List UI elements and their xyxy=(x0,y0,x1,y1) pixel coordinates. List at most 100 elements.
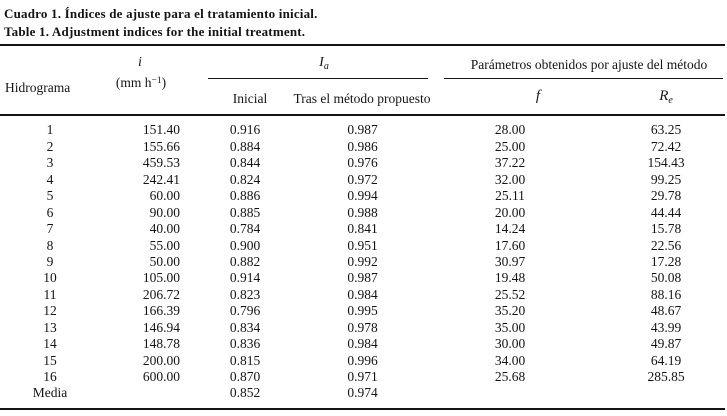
cell-ia-inicial: 0.882 xyxy=(229,253,261,269)
cell-ia-inicial: 0.900 xyxy=(229,237,261,253)
table-body: 1 151.40 0.916 0.987 28.00 63.25 2 155.6… xyxy=(0,122,727,401)
cell-intensity: 155.66 xyxy=(142,138,180,154)
column-header-re: Re xyxy=(659,88,673,106)
cell-hidrograma: 9 xyxy=(46,253,54,269)
cell-ia-tras: 0.971 xyxy=(347,369,378,385)
cell-ia-inicial: 0.824 xyxy=(229,171,261,187)
cell-re: 72.42 xyxy=(650,138,682,154)
cell-ia-inicial: 0.796 xyxy=(229,303,261,319)
cell-hidrograma: 2 xyxy=(46,138,54,154)
cell-ia-tras: 0.994 xyxy=(347,188,378,204)
cell-re: 63.25 xyxy=(650,122,682,138)
cell-intensity: 40.00 xyxy=(149,221,180,237)
table-row: 14 148.78 0.836 0.984 30.00 49.87 xyxy=(0,336,727,352)
cell-hidrograma: 7 xyxy=(46,221,54,237)
cell-ia-inicial: 0.815 xyxy=(229,352,261,368)
cell-f: 25.68 xyxy=(494,369,526,385)
cell-ia-tras: 0.988 xyxy=(347,204,378,220)
column-header-inicial: Inicial xyxy=(232,91,268,106)
cell-ia-tras: 0.972 xyxy=(347,171,378,187)
cell-ia-tras: 0.984 xyxy=(347,286,378,302)
table-row: 15 200.00 0.815 0.996 34.00 64.19 xyxy=(0,352,727,368)
table-caption-spanish: Cuadro 1. Índices de ajuste para el trat… xyxy=(4,6,318,21)
cell-intensity: 55.00 xyxy=(149,237,180,253)
cell-ia-inicial: 0.852 xyxy=(229,385,261,401)
cell-f: 35.00 xyxy=(494,319,526,335)
cell-f: 25.11 xyxy=(495,188,525,204)
cell-re: 50.08 xyxy=(650,270,682,286)
ia-symbol: I xyxy=(319,55,324,70)
table-row: 3 459.53 0.844 0.976 37.22 154.43 xyxy=(0,155,727,171)
cell-hidrograma: 1 xyxy=(46,122,54,138)
table-row: 11 206.72 0.823 0.984 25.52 88.16 xyxy=(0,286,727,302)
cell-intensity: 50.00 xyxy=(149,253,180,269)
cell-ia-tras: 0.996 xyxy=(347,352,378,368)
cell-f xyxy=(415,385,605,401)
cell-re: 48.67 xyxy=(650,303,682,319)
unit-close: ) xyxy=(161,75,167,90)
table-row: 4 242.41 0.824 0.972 32.00 99.25 xyxy=(0,171,727,187)
cell-intensity: 600.00 xyxy=(142,369,180,385)
cell-ia-inicial: 0.916 xyxy=(229,122,261,138)
cell-hidrograma: 15 xyxy=(43,352,57,368)
cell-hidrograma: 12 xyxy=(43,303,57,319)
group-header-ia: Ia xyxy=(319,55,329,72)
cell-ia-inicial: 0.836 xyxy=(229,336,261,352)
cell-ia-inicial: 0.844 xyxy=(229,155,261,171)
group-header-parametros: Parámetros obtenidos por ajuste del méto… xyxy=(470,57,708,72)
ia-subscript: a xyxy=(323,61,329,72)
cell-re: 285.85 xyxy=(647,369,685,385)
cell-intensity: 148.78 xyxy=(142,336,180,352)
re-subscript: e xyxy=(668,95,673,106)
table-row: 2 155.66 0.884 0.986 25.00 72.42 xyxy=(0,138,727,154)
cell-f: 37.22 xyxy=(494,155,526,171)
table-row: 5 60.00 0.886 0.994 25.11 29.78 xyxy=(0,188,727,204)
cell-ia-tras: 0.974 xyxy=(347,385,378,401)
cell-intensity: 151.40 xyxy=(142,122,180,138)
cell-hidrograma: 4 xyxy=(46,171,54,187)
cell-re: 17.28 xyxy=(650,253,682,269)
cell-ia-tras: 0.841 xyxy=(347,221,378,237)
cell-ia-inicial: 0.834 xyxy=(229,319,261,335)
cell-f: 28.00 xyxy=(494,122,526,138)
header-bottom-rule xyxy=(0,114,725,116)
cell-intensity xyxy=(100,385,180,401)
cell-f: 30.00 xyxy=(494,336,526,352)
cell-f: 34.00 xyxy=(494,352,526,368)
cell-ia-tras: 0.984 xyxy=(347,336,378,352)
cell-re: 43.99 xyxy=(650,319,682,335)
cell-hidrograma: 6 xyxy=(46,204,54,220)
cell-intensity: 242.41 xyxy=(142,171,180,187)
table-bottom-rule xyxy=(0,408,725,410)
cell-f: 25.00 xyxy=(494,138,526,154)
cell-ia-tras: 0.995 xyxy=(347,303,378,319)
cell-intensity: 60.00 xyxy=(149,188,180,204)
cell-f: 35.20 xyxy=(494,303,526,319)
cell-re: 15.78 xyxy=(650,221,682,237)
table-row: 1 151.40 0.916 0.987 28.00 63.25 xyxy=(0,122,727,138)
cell-re: 49.87 xyxy=(650,336,682,352)
cell-f: 32.00 xyxy=(494,171,526,187)
cell-re: 64.19 xyxy=(650,352,682,368)
cell-intensity: 90.00 xyxy=(149,204,180,220)
table-row: Media 0.852 0.974 xyxy=(0,385,727,401)
table-row: 8 55.00 0.900 0.951 17.60 22.56 xyxy=(0,237,727,253)
cell-intensity: 200.00 xyxy=(142,352,180,368)
cell-intensity: 105.00 xyxy=(142,270,180,286)
cell-hidrograma: 11 xyxy=(43,286,57,302)
cell-intensity: 146.94 xyxy=(142,319,180,335)
cell-re: 44.44 xyxy=(650,204,682,220)
cell-ia-tras: 0.978 xyxy=(347,319,378,335)
cell-ia-inicial: 0.884 xyxy=(229,138,261,154)
table-row: 9 50.00 0.882 0.992 30.97 17.28 xyxy=(0,254,727,270)
cell-hidrograma: 3 xyxy=(46,155,54,171)
table-row: 12 166.39 0.796 0.995 35.20 48.67 xyxy=(0,303,727,319)
table-caption-english: Table 1. Adjustment indices for the init… xyxy=(4,24,306,39)
cell-ia-tras: 0.986 xyxy=(347,138,378,154)
cell-f: 25.52 xyxy=(494,286,526,302)
table-row: 10 105.00 0.914 0.987 19.48 50.08 xyxy=(0,270,727,286)
cell-intensity: 459.53 xyxy=(142,155,180,171)
cell-intensity: 206.72 xyxy=(142,286,180,302)
cell-re xyxy=(605,385,727,401)
